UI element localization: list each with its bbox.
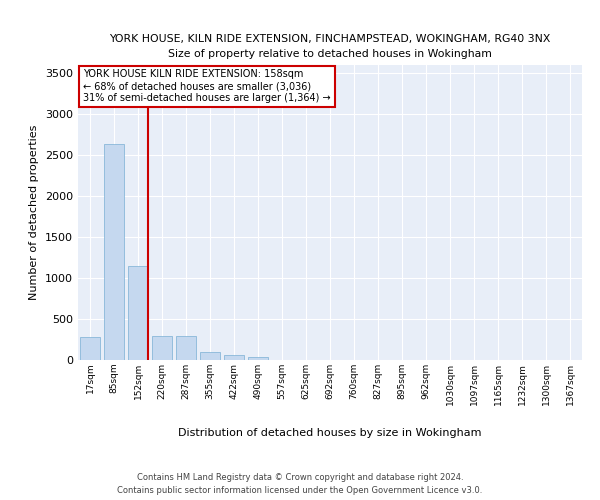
Title: YORK HOUSE, KILN RIDE EXTENSION, FINCHAMPSTEAD, WOKINGHAM, RG40 3NX
Size of prop: YORK HOUSE, KILN RIDE EXTENSION, FINCHAM… [109, 34, 551, 58]
Text: Distribution of detached houses by size in Wokingham: Distribution of detached houses by size … [178, 428, 482, 438]
Bar [176, 336, 196, 360]
Text: YORK HOUSE KILN RIDE EXTENSION: 158sqm
← 68% of detached houses are smaller (3,0: YORK HOUSE KILN RIDE EXTENSION: 158sqm ←… [83, 70, 331, 102]
Text: Contains HM Land Registry data © Crown copyright and database right 2024.
Contai: Contains HM Land Registry data © Crown c… [118, 474, 482, 495]
Bar [152, 336, 172, 360]
Bar [104, 144, 124, 360]
Bar [200, 352, 220, 360]
Bar [248, 357, 268, 360]
Y-axis label: Number of detached properties: Number of detached properties [29, 125, 40, 300]
Bar [128, 266, 148, 360]
Bar [80, 337, 100, 360]
Bar [224, 355, 244, 360]
